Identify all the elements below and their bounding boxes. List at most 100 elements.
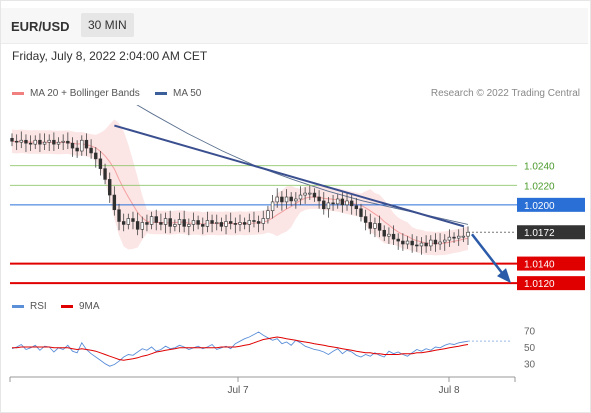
candle-body: [94, 152, 98, 160]
candle-body: [401, 240, 405, 245]
legend-ma20-swatch: [12, 91, 24, 95]
candle-body: [135, 221, 140, 230]
candle-body: [196, 220, 200, 225]
candle-body: [201, 224, 205, 227]
rsi-line: [11, 331, 469, 367]
candle-body: [33, 139, 37, 145]
candle-body: [275, 196, 279, 203]
candle-body: [177, 219, 182, 225]
candle-body: [415, 244, 419, 247]
candle-body: [424, 242, 428, 247]
legend-9ma-label: 9MA: [79, 301, 100, 312]
level-label-1.0200: 1.0200: [524, 201, 555, 212]
candle-body: [317, 196, 321, 202]
candle-body: [331, 202, 335, 205]
candle-body: [215, 222, 219, 224]
timeframe-button[interactable]: 30 MIN: [81, 13, 134, 37]
candle-body: [368, 222, 372, 229]
candle-body: [242, 222, 247, 225]
candle-body: [47, 139, 51, 143]
candle-body: [205, 220, 210, 227]
candle-body: [70, 142, 75, 149]
candle-body: [154, 216, 158, 223]
candle-body: [228, 221, 233, 224]
candle-body: [391, 233, 396, 240]
candle-body: [438, 241, 442, 245]
candle-body: [363, 216, 368, 223]
candle-body: [466, 231, 470, 237]
candle-body: [24, 139, 28, 144]
candle-body: [108, 179, 112, 196]
candle-body: [168, 218, 172, 227]
candle-body: [56, 141, 61, 145]
legend-rsi-swatch: [12, 304, 24, 308]
rsi-tick-70: 70: [524, 326, 536, 337]
candle-body: [396, 238, 400, 242]
level-box-1.0120: [517, 276, 585, 291]
candle-body: [354, 205, 359, 210]
candle-body: [247, 220, 252, 225]
candle-body: [10, 137, 14, 142]
forecast-arrow-head: [497, 268, 511, 284]
candle-body: [89, 147, 93, 154]
candle-body: [28, 142, 33, 145]
level-label-1.0240: 1.0240: [524, 162, 555, 173]
candle-body: [461, 235, 466, 238]
legend-ma50-label: MA 50: [173, 88, 202, 99]
ma50-line: [136, 105, 469, 225]
candle-body: [131, 218, 135, 222]
research-credit: Research © 2022 Trading Central: [430, 88, 580, 99]
legend-ma20-label: MA 20 + Bollinger Bands: [30, 88, 140, 99]
candle-body: [187, 224, 191, 227]
candle-body: [303, 192, 307, 196]
candle-body: [121, 221, 126, 225]
symbol-label: EUR/USD: [11, 19, 70, 34]
candle-body: [233, 223, 238, 225]
legend-9ma: 9MA: [61, 301, 100, 312]
candle-body: [159, 222, 163, 225]
candle-body: [38, 139, 42, 145]
candle-body: [433, 239, 438, 245]
candle-body: [224, 221, 228, 227]
candle-body: [405, 240, 410, 245]
level-box-1.0200: [517, 197, 585, 212]
legend-ma20-bollinger: MA 20 + Bollinger Bands: [12, 88, 140, 99]
candle-body: [447, 236, 452, 241]
candle-body: [294, 198, 298, 202]
level-label-1.0120: 1.0120: [524, 279, 555, 290]
candle-body: [373, 223, 377, 229]
candle-body: [61, 140, 65, 143]
candle-body: [112, 194, 117, 211]
candle-body: [387, 233, 391, 237]
legend-rsi-label: RSI: [30, 301, 47, 312]
candle-body: [173, 224, 177, 227]
candle-body: [140, 222, 144, 230]
level-box-1.0140: [517, 256, 585, 271]
forecast-arrow-shaft: [471, 233, 504, 275]
candle-body: [149, 216, 154, 225]
candle-body: [145, 222, 149, 225]
candle-body: [359, 208, 363, 217]
x-tick-label: Jul 8: [438, 385, 460, 396]
candle-body: [261, 218, 265, 224]
x-tick-label: Jul 7: [227, 385, 249, 396]
legend-ma50-swatch: [155, 91, 167, 95]
candle-body: [182, 219, 186, 227]
candle-body: [289, 196, 293, 202]
candle-body: [443, 239, 447, 243]
candle-body: [284, 196, 289, 203]
candle-body: [42, 141, 47, 145]
candle-body: [219, 222, 224, 227]
candle-body: [345, 200, 349, 206]
candle-body: [377, 223, 382, 231]
rsi-tick-30: 30: [524, 360, 536, 371]
candle-body: [270, 201, 275, 212]
level-label-1.0220: 1.0220: [524, 181, 555, 192]
candle-body: [19, 139, 24, 143]
candle-body: [298, 194, 303, 200]
legend-9ma-swatch: [61, 304, 73, 308]
candle-body: [308, 192, 312, 195]
candle-body: [429, 239, 433, 247]
rsi-tick-50: 50: [524, 343, 536, 354]
